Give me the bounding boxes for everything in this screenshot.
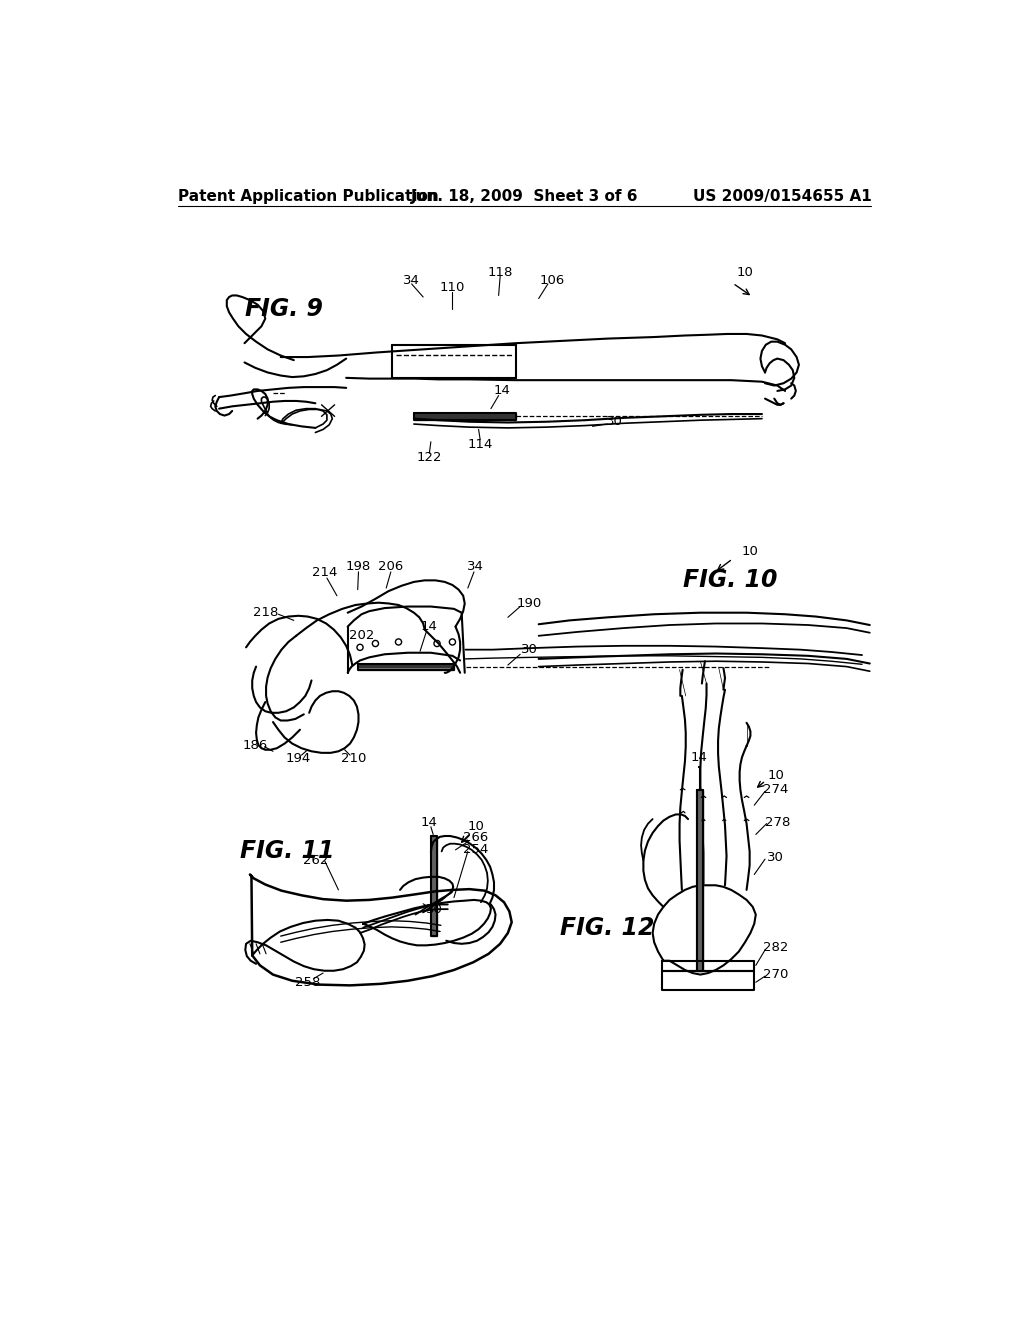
Polygon shape [357, 664, 454, 669]
Circle shape [395, 639, 401, 645]
Text: 254: 254 [463, 843, 488, 857]
Text: 214: 214 [312, 566, 337, 579]
Text: 274: 274 [763, 783, 788, 796]
Text: 14: 14 [421, 620, 437, 634]
Circle shape [373, 640, 379, 647]
Text: 34: 34 [467, 560, 484, 573]
Text: 198: 198 [346, 560, 371, 573]
Text: Patent Application Publication: Patent Application Publication [178, 189, 439, 205]
Text: 258: 258 [295, 975, 321, 989]
Text: 266: 266 [463, 832, 488, 843]
Text: 30: 30 [767, 851, 784, 865]
Text: 114: 114 [467, 438, 493, 451]
Text: 10: 10 [736, 265, 754, 279]
Text: 118: 118 [487, 265, 513, 279]
Text: 186: 186 [243, 739, 268, 751]
Text: 202: 202 [349, 630, 374, 643]
Circle shape [357, 644, 364, 651]
Text: 14: 14 [690, 751, 708, 764]
Circle shape [450, 639, 456, 645]
Polygon shape [414, 412, 515, 420]
Text: 14: 14 [421, 816, 437, 829]
Text: 110: 110 [439, 281, 465, 294]
Circle shape [434, 640, 440, 647]
Text: 30: 30 [521, 643, 538, 656]
Text: 106: 106 [540, 273, 565, 286]
Text: 282: 282 [763, 941, 788, 954]
Text: 190: 190 [517, 597, 542, 610]
Polygon shape [359, 664, 453, 668]
Text: FIG. 9: FIG. 9 [245, 297, 323, 321]
Text: 30: 30 [605, 416, 623, 428]
Text: 10: 10 [467, 820, 484, 833]
Text: 218: 218 [253, 606, 278, 619]
Polygon shape [416, 413, 514, 418]
Text: 122: 122 [417, 450, 442, 463]
Text: 30: 30 [426, 903, 443, 916]
Text: Jun. 18, 2009  Sheet 3 of 6: Jun. 18, 2009 Sheet 3 of 6 [411, 189, 639, 205]
Text: 210: 210 [341, 752, 367, 766]
Text: 278: 278 [765, 816, 791, 829]
Text: 262: 262 [303, 854, 328, 867]
Polygon shape [431, 836, 437, 936]
Text: 194: 194 [286, 752, 311, 766]
Text: FIG. 11: FIG. 11 [240, 840, 335, 863]
Text: FIG. 12: FIG. 12 [560, 916, 654, 940]
Text: FIG. 10: FIG. 10 [683, 569, 778, 593]
Polygon shape [697, 789, 703, 970]
Text: 206: 206 [378, 560, 403, 573]
Text: US 2009/0154655 A1: US 2009/0154655 A1 [692, 189, 871, 205]
Text: 270: 270 [763, 968, 788, 981]
Text: 34: 34 [403, 273, 420, 286]
Text: 14: 14 [494, 384, 510, 397]
Text: 10: 10 [767, 770, 784, 783]
Text: 10: 10 [742, 545, 759, 557]
